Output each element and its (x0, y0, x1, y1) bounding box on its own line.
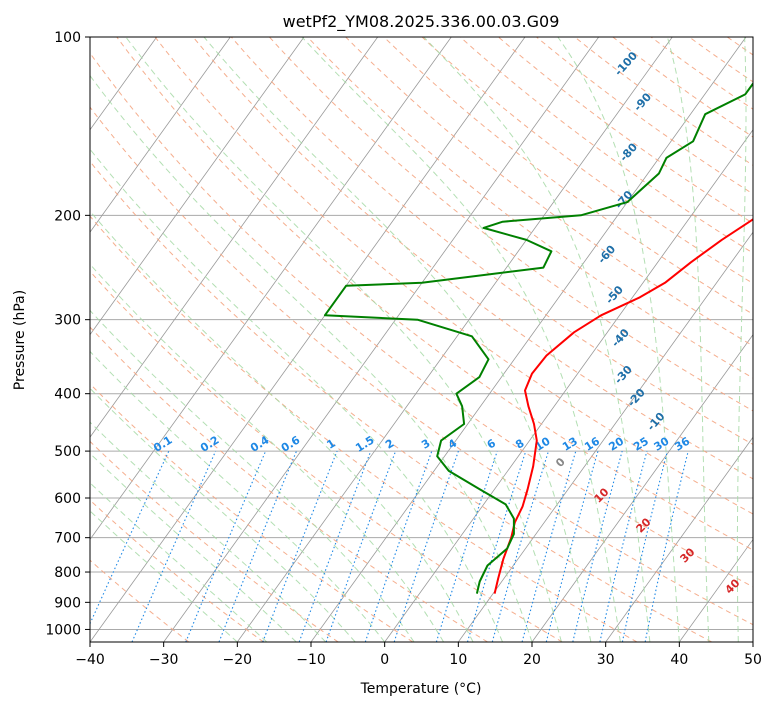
isotherm-line (90, 37, 526, 642)
mixing-ratio-line (644, 450, 689, 642)
dry-adiabat-line (90, 383, 414, 642)
x-tick-label: −30 (149, 652, 179, 668)
isotherm-line (90, 37, 231, 233)
moist-adiabat-line (90, 452, 297, 642)
isotherm-line (605, 436, 753, 642)
temperature-profile (493, 218, 753, 594)
y-tick-label: 100 (54, 30, 81, 46)
isotherm-line (457, 231, 753, 642)
moist-adiabat-line (736, 37, 747, 642)
x-tick-label: 30 (597, 652, 615, 668)
x-tick-label: 20 (523, 652, 541, 668)
mixing-ratio-line (90, 450, 170, 625)
mixing-ratio-line (325, 450, 397, 642)
isotherm-line (90, 37, 379, 438)
mixing-ratio-line (545, 450, 599, 642)
dry-adiabat-line (90, 215, 638, 642)
y-axis-title: Pressure (hPa) (12, 290, 28, 390)
dry-adiabat-line (459, 37, 753, 254)
mixing-ratio-line (364, 450, 433, 642)
x-tick-label: −20 (223, 652, 253, 668)
mixing-ratio-line (435, 450, 498, 642)
dry-adiabat-line (383, 37, 753, 315)
mixing-ratio-line (599, 450, 648, 642)
x-tick-label: −10 (296, 652, 326, 668)
y-tick-label: 500 (54, 444, 81, 460)
mixing-ratio-line (572, 450, 623, 642)
moist-adiabat-line (90, 148, 503, 642)
dry-adiabat-line (90, 270, 563, 642)
y-tick-label: 400 (54, 387, 81, 403)
moist-adiabat-line (557, 37, 680, 642)
mixing-ratio-line (185, 450, 267, 642)
y-tick-label: 900 (54, 595, 81, 611)
isotherm-line (531, 333, 753, 642)
mixing-ratio-line (521, 450, 577, 642)
mixing-ratio-line (621, 450, 668, 642)
chart-title: wetPf2_YM08.2025.336.00.03.G09 (283, 12, 560, 32)
plot-frame (89, 36, 754, 643)
moist-adiabat-line (90, 74, 533, 642)
dry-adiabat-line (90, 52, 753, 588)
dewpoint-profile (323, 81, 753, 594)
dry-adiabat-line (421, 37, 753, 284)
isotherm-line (163, 37, 600, 642)
mixing-ratio-line (466, 450, 527, 642)
sounding-profiles (323, 81, 753, 594)
isotherm-line (90, 37, 305, 336)
moist-adiabat-line (90, 309, 415, 642)
moist-adiabat-line (301, 37, 621, 642)
moist-adiabat-line (203, 37, 592, 642)
x-axis-ticks: −40 −30 −20 −10 0 10 20 30 40 50 (75, 642, 762, 668)
mixing-ratio-lines (90, 450, 689, 642)
mixing-ratio-line (393, 450, 459, 642)
x-tick-label: 40 (670, 652, 688, 668)
moist-adiabat-line (125, 37, 562, 642)
dry-adiabat-line (90, 160, 712, 642)
moist-adiabats (90, 37, 747, 642)
isotherm-line (236, 37, 673, 642)
moist-adiabat-line (423, 37, 651, 642)
y-tick-label: 1000 (45, 622, 81, 638)
moist-adiabat-line (666, 37, 710, 642)
y-tick-label: 600 (54, 491, 81, 507)
y-tick-label: 700 (54, 531, 81, 547)
isotherm-line (678, 538, 753, 642)
isotherm-line (384, 129, 753, 642)
x-tick-label: 50 (744, 652, 762, 668)
isotherm-line (90, 37, 452, 541)
x-tick-label: 10 (449, 652, 467, 668)
moist-adiabat-line (90, 210, 474, 642)
dry-adiabats (90, 37, 753, 642)
mixing-ratio-line (491, 450, 550, 642)
dry-adiabat-line (192, 37, 753, 480)
plot-area: -100-90-80-70-60-50-40-30-20-10 0.1 0.2 0.… (90, 37, 753, 642)
x-axis-title: Temperature (°C) (360, 681, 482, 697)
x-tick-label: 0 (380, 652, 389, 668)
y-axis-ticks: 100 200 300 400 500 600 700 800 900 1000 (45, 30, 90, 638)
y-tick-label: 300 (54, 313, 81, 329)
dry-adiabat-line (498, 37, 753, 224)
dry-adiabat-line (90, 499, 264, 642)
moist-adiabat-line (90, 482, 268, 642)
x-tick-label: −40 (75, 652, 105, 668)
y-tick-label: 800 (54, 565, 81, 581)
dry-adiabat-line (90, 326, 488, 642)
moist-adiabat-line (90, 263, 445, 642)
y-tick-label: 200 (54, 208, 81, 224)
dry-adiabat-line (116, 37, 753, 551)
